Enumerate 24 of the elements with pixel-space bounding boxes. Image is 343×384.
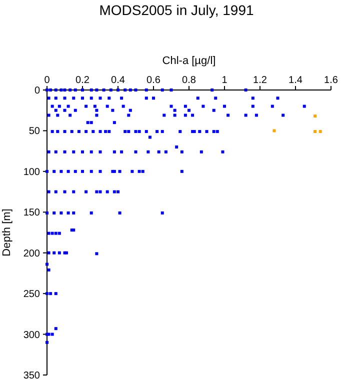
x-tick-label: 1.2 (253, 75, 268, 86)
x-tick-label: 0 (44, 75, 50, 86)
point (272, 129, 276, 132)
x-tick-label: 1 (222, 75, 228, 86)
x-tick-label: 0.8 (182, 75, 196, 86)
point (314, 114, 317, 118)
y-tick-label: 100 (23, 166, 40, 178)
y-tick-label: 50 (28, 126, 40, 138)
x-tick-label: 0.2 (76, 75, 90, 86)
x-tick-label: 1.6 (324, 75, 338, 86)
point (318, 130, 322, 134)
y-axis-title: Depth [m] (1, 208, 13, 256)
chart-title: MODS2005 in July, 1991 (99, 2, 254, 18)
y-tick-label: 250 (23, 289, 40, 300)
x-tick-label: 0.4 (111, 75, 126, 86)
point (314, 130, 317, 134)
y-tick-label: 350 (23, 370, 40, 382)
y-tick-label: 150 (23, 208, 40, 219)
x-tick-label: 1.4 (288, 75, 303, 86)
y-tick-label: 0 (34, 86, 40, 96)
x-axis-title: Chl-a [µg/l] (162, 55, 216, 67)
y-tick-label: 200 (23, 248, 40, 260)
x-tick-label: 0.6 (146, 75, 161, 86)
y-tick-label: 300 (23, 330, 40, 341)
